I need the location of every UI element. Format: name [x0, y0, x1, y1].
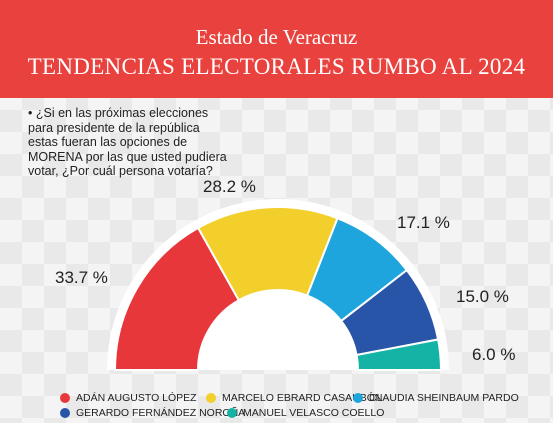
legend-label: ADÁN AUGUSTO LÓPEZ [76, 392, 197, 404]
legend-item-claudia: CLAUDIA SHEINBAUM PARDO [353, 391, 519, 405]
legend-item-manuel: MANUEL VELASCO COELLO [227, 406, 384, 420]
legend-swatch-dark-blue [60, 408, 70, 418]
legend-swatch-yellow [206, 393, 216, 403]
legend-swatch-teal [227, 408, 237, 418]
slice-4 [355, 338, 443, 371]
slice-label-3: 15.0 % [456, 287, 509, 306]
slice-label-4: 6.0 % [472, 345, 515, 364]
legend-label: MANUEL VELASCO COELLO [243, 407, 385, 419]
slice-label-1: 28.2 % [203, 177, 256, 196]
slice-label-2: 17.1 % [397, 213, 450, 232]
legend-swatch-light-blue [353, 393, 363, 403]
slice-label-0: 33.7 % [55, 268, 108, 287]
title-main: TENDENCIAS ELECTORALES RUMBO AL 2024 [27, 54, 526, 79]
legend-item-adan: ADÁN AUGUSTO LÓPEZ [60, 391, 197, 405]
title-banner: Estado de Veracruz TENDENCIAS ELECTORALE… [0, 0, 553, 98]
slice-0 [113, 226, 241, 371]
legend-label: CLAUDIA SHEINBAUM PARDO [369, 392, 519, 404]
legend-item-gerardo: GERARDO FERNÁNDEZ NOROÑA [60, 406, 245, 420]
legend-label: MARCELO EBRARD CASAUBÓN [222, 392, 383, 404]
legend-swatch-red [60, 393, 70, 403]
title-state: Estado de Veracruz [195, 25, 358, 49]
legend-label: GERARDO FERNÁNDEZ NOROÑA [76, 407, 246, 419]
survey-question: • ¿Si en las próximas elecciones para pr… [28, 106, 227, 178]
legend-item-marcelo: MARCELO EBRARD CASAUBÓN [206, 391, 382, 405]
